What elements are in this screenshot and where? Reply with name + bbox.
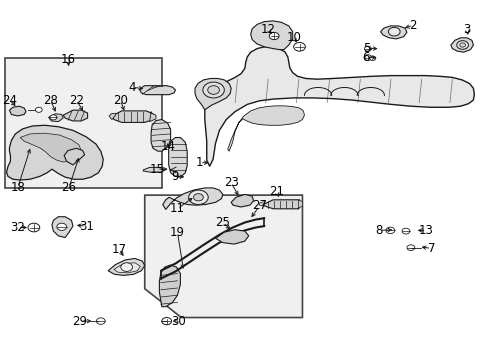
Polygon shape [195,78,231,110]
Text: 4: 4 [128,81,136,94]
Text: 22: 22 [69,94,84,107]
Polygon shape [151,120,170,151]
Polygon shape [143,167,164,172]
Polygon shape [227,106,304,151]
Polygon shape [450,38,472,52]
Text: 20: 20 [113,94,127,107]
Polygon shape [6,125,103,180]
Text: 12: 12 [260,23,275,36]
Polygon shape [108,258,144,275]
Circle shape [401,228,409,234]
Polygon shape [64,148,84,165]
Polygon shape [144,195,302,318]
Text: 27: 27 [251,199,266,212]
Text: 25: 25 [215,216,230,229]
Bar [4,58,162,188]
Text: 21: 21 [268,185,284,198]
Circle shape [293,42,305,51]
Circle shape [193,194,203,201]
Circle shape [369,56,375,60]
Text: 2: 2 [409,19,416,32]
Text: 24: 24 [2,94,17,107]
Circle shape [363,55,371,60]
Circle shape [121,263,132,271]
Text: 30: 30 [171,315,186,328]
Text: 28: 28 [43,94,58,107]
Polygon shape [163,188,223,210]
Polygon shape [250,21,292,50]
Text: 14: 14 [160,140,175,153]
Text: 31: 31 [79,220,93,233]
Polygon shape [52,217,73,238]
Circle shape [28,223,40,232]
Text: 17: 17 [111,243,126,256]
Circle shape [387,27,399,36]
Polygon shape [380,26,406,39]
Text: 5: 5 [363,42,370,55]
Text: 16: 16 [61,53,76,66]
Circle shape [50,115,57,120]
Polygon shape [168,138,187,177]
Polygon shape [149,112,156,122]
Polygon shape [259,202,264,206]
Circle shape [406,245,414,251]
Polygon shape [9,106,26,116]
Text: 7: 7 [427,242,434,255]
Text: 23: 23 [224,176,238,189]
Circle shape [96,318,105,324]
Polygon shape [112,111,153,122]
Circle shape [364,46,370,51]
Text: 3: 3 [463,23,470,36]
Polygon shape [215,230,248,244]
Text: 10: 10 [285,31,301,44]
Polygon shape [140,86,175,95]
Text: 8: 8 [375,224,382,237]
Circle shape [459,43,465,47]
Polygon shape [204,47,473,166]
Circle shape [203,82,224,98]
Text: 15: 15 [149,163,164,176]
Circle shape [207,86,219,94]
Polygon shape [48,114,63,122]
Text: 19: 19 [170,226,184,239]
Text: 29: 29 [72,315,87,328]
Text: 18: 18 [10,181,25,194]
Circle shape [456,41,468,49]
Polygon shape [63,110,87,121]
Circle shape [188,190,208,204]
Polygon shape [114,263,140,273]
Text: 1: 1 [196,156,203,169]
Circle shape [269,32,279,40]
Text: 6: 6 [362,51,369,64]
Circle shape [162,318,171,325]
Polygon shape [159,265,180,307]
Text: 9: 9 [171,170,179,183]
Circle shape [57,223,66,230]
Text: 26: 26 [61,181,77,194]
Circle shape [385,227,394,234]
Text: 32: 32 [10,221,25,234]
Polygon shape [297,200,302,209]
Polygon shape [263,200,301,209]
Polygon shape [109,113,115,120]
Polygon shape [20,133,81,162]
Text: 11: 11 [170,202,184,215]
Polygon shape [231,194,253,207]
Text: 13: 13 [418,224,433,237]
Circle shape [35,107,42,112]
